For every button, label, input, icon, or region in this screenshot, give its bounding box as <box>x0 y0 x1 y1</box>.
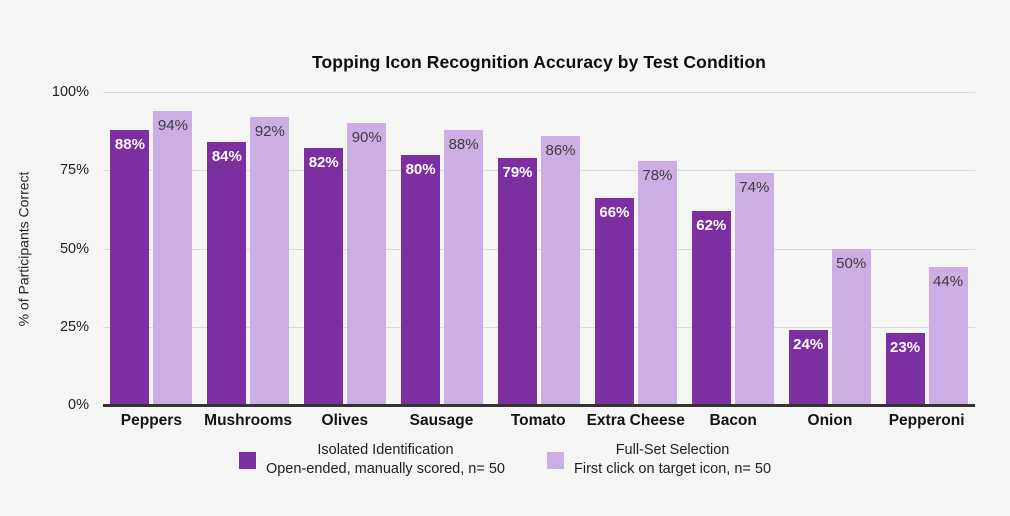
legend-item-isolated-identification: Isolated Identification Open-ended, manua… <box>238 441 505 479</box>
bar-group-sausage: 80% 88% <box>394 92 491 405</box>
bar-isolated-tomato: 79% <box>498 157 537 405</box>
gridline-75 <box>103 170 975 172</box>
bar-value-label: 44% <box>933 273 964 291</box>
bar-fullset-mushrooms: 92% <box>250 117 290 405</box>
bar-value-label: 23% <box>890 339 921 357</box>
x-label-mushrooms: Mushrooms <box>204 412 292 429</box>
legend: Isolated Identification Open-ended, manua… <box>0 441 1010 479</box>
bar-value-label: 62% <box>696 216 727 234</box>
x-label-extra-cheese: Extra Cheese <box>586 412 685 429</box>
bar-isolated-pepperoni: 23% <box>885 333 925 405</box>
bar-fullset-onion: 50% <box>831 248 871 405</box>
bar-value-label: 94% <box>157 116 188 134</box>
bar-fullset-sausage: 88% <box>444 129 484 405</box>
legend-item-full-set-selection: Full-Set Selection First click on target … <box>546 441 772 479</box>
chart-title: Topping Icon Recognition Accuracy by Tes… <box>312 52 766 72</box>
bar-group-peppers: 88% 94% <box>103 92 200 405</box>
legend-swatch-icon <box>238 451 256 469</box>
bar-isolated-olives: 82% <box>304 148 344 405</box>
bar-isolated-sausage: 80% <box>401 154 441 405</box>
bar-value-label: 50% <box>836 254 867 272</box>
x-axis-line <box>103 404 975 407</box>
x-category-labels: Peppers Mushrooms Olives Sausage Tomato Extra… <box>103 412 975 430</box>
x-label-peppers: Peppers <box>120 412 182 429</box>
legend-label: Isolated Identification Open-ended, manua… <box>265 442 505 478</box>
gridline-100 <box>103 92 975 93</box>
y-axis-title: % of Participants Correct <box>12 92 34 405</box>
bar-value-label: 80% <box>405 160 436 178</box>
bar-group-onion: 24% 50% <box>781 92 878 405</box>
bar-value-label: 88% <box>448 135 479 153</box>
bar-isolated-extra-cheese: 66% <box>594 198 634 405</box>
bar-isolated-onion: 24% <box>788 329 828 405</box>
bar-value-label: 82% <box>308 154 339 172</box>
bar-value-label: 78% <box>642 166 673 184</box>
legend-swatch-icon <box>546 451 564 469</box>
gridline-50 <box>103 248 975 250</box>
bar-group-extra-cheese: 66% 78% <box>587 92 684 405</box>
y-tick-label-100: 100% <box>51 84 89 100</box>
bar-group-pepperoni: 23% 44% <box>878 92 975 405</box>
bar-isolated-mushrooms: 84% <box>207 142 247 405</box>
bar-group-tomato: 79% 86% <box>491 92 588 405</box>
bar-group-mushrooms: 84% 92% <box>200 92 297 405</box>
y-tick-label-75: 75% <box>59 162 89 179</box>
bar-value-label: 92% <box>254 123 285 141</box>
bar-value-label: 24% <box>793 335 824 353</box>
bar-fullset-peppers: 94% <box>153 110 193 405</box>
bar-fullset-olives: 90% <box>347 123 387 405</box>
y-tick-label-25: 25% <box>59 318 89 335</box>
legend-label: Full-Set Selection First click on target … <box>573 442 772 478</box>
bar-value-label: 66% <box>599 204 630 222</box>
bar-value-label: 90% <box>351 129 382 147</box>
y-tick-label-50: 50% <box>59 240 89 257</box>
gridline-25 <box>103 326 975 328</box>
bar-value-label: 79% <box>502 163 533 181</box>
x-label-bacon: Bacon <box>709 412 757 429</box>
plot-area: 0% 25% 50% 75% 100% 88% 94% 84% 92% 82% 90% 80% 88%… <box>52 84 975 413</box>
x-label-tomato: Tomato <box>510 412 566 429</box>
x-label-onion: Onion <box>807 412 853 429</box>
y-tick-label-0: 0% <box>68 397 89 413</box>
bar-value-label: 86% <box>545 141 576 159</box>
x-label-sausage: Sausage <box>409 412 474 429</box>
bar-fullset-bacon: 74% <box>734 173 774 405</box>
bar-isolated-peppers: 88% <box>110 129 150 405</box>
bar-value-label: 84% <box>211 148 242 166</box>
bar-group-olives: 82% 90% <box>297 92 394 405</box>
bar-value-label: 74% <box>739 179 770 197</box>
bar-fullset-pepperoni: 44% <box>928 267 968 405</box>
y-axis-title-text: % of Participants Correct <box>15 171 31 326</box>
x-label-pepperoni: Pepperoni <box>888 412 965 429</box>
bar-fullset-extra-cheese: 78% <box>637 160 677 405</box>
bar-group-bacon: 62% 74% <box>684 92 781 405</box>
x-label-olives: Olives <box>321 412 369 429</box>
bars-row: 88% 94% 84% 92% 82% 90% 80% 88% 79% 86% 66% 78% 62% 7… <box>103 92 975 405</box>
bar-isolated-bacon: 62% <box>691 210 731 405</box>
bar-value-label: 88% <box>114 135 145 153</box>
bar-fullset-tomato: 86% <box>541 135 580 405</box>
